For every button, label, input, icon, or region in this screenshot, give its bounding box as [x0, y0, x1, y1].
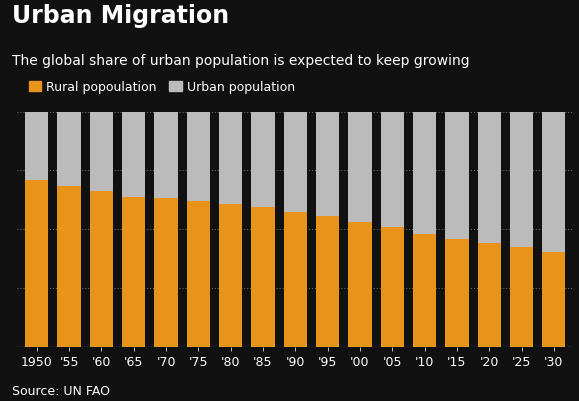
Bar — [25, 181, 49, 347]
Text: Source: UN FAO: Source: UN FAO — [12, 384, 109, 397]
Bar — [186, 112, 210, 202]
Bar — [57, 186, 80, 347]
Bar — [349, 222, 372, 347]
Bar — [445, 239, 468, 347]
Bar — [155, 112, 178, 198]
Text: Urban Migration: Urban Migration — [12, 4, 229, 28]
Bar — [542, 112, 566, 253]
Bar — [478, 112, 501, 243]
Bar — [90, 112, 113, 191]
Bar — [219, 205, 242, 347]
Bar — [413, 234, 436, 347]
Bar — [510, 112, 533, 247]
Legend: Rural popoulation, Urban population: Rural popoulation, Urban population — [24, 76, 300, 99]
Bar — [186, 202, 210, 347]
Bar — [57, 112, 80, 186]
Text: The global share of urban population is expected to keep growing: The global share of urban population is … — [12, 54, 469, 68]
Bar — [284, 212, 307, 347]
Bar — [380, 112, 404, 227]
Bar — [316, 112, 339, 216]
Bar — [155, 198, 178, 347]
Bar — [542, 253, 566, 347]
Bar — [380, 227, 404, 347]
Bar — [413, 112, 436, 234]
Bar — [478, 243, 501, 347]
Bar — [251, 208, 274, 347]
Bar — [445, 112, 468, 239]
Bar — [316, 216, 339, 347]
Bar — [90, 191, 113, 347]
Bar — [349, 112, 372, 222]
Bar — [510, 247, 533, 347]
Bar — [219, 112, 242, 205]
Bar — [122, 197, 145, 347]
Bar — [122, 112, 145, 197]
Bar — [284, 112, 307, 212]
Bar — [251, 112, 274, 208]
Bar — [25, 112, 49, 181]
